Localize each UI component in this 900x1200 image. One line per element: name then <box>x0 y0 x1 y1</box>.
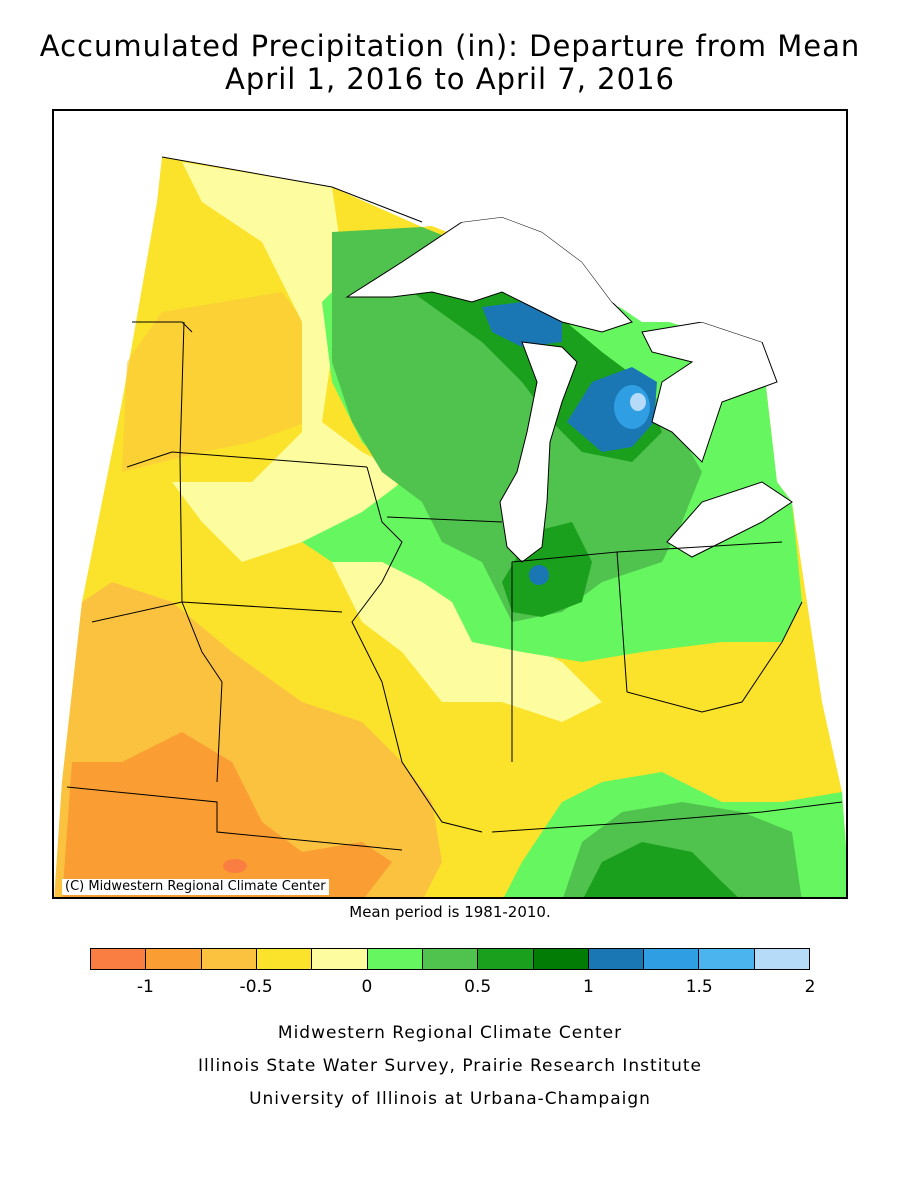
zone-dry-north-plains <box>122 292 322 472</box>
legend-swatch <box>91 949 147 969</box>
zone-wet-dark-south <box>584 842 738 897</box>
zone-dry-deep-orange <box>62 732 392 897</box>
legend-swatch <box>588 949 645 969</box>
mean-period-note: Mean period is 1981-2010. <box>349 903 551 921</box>
lake-erie <box>666 481 793 558</box>
lake-michigan <box>499 341 578 563</box>
legend-swatch <box>699 949 755 969</box>
footer-center-name: Midwestern Regional Climate Center <box>277 1023 623 1043</box>
legend-swatch <box>478 949 534 969</box>
legend-swatch <box>422 949 479 969</box>
zone-near-normal-south <box>332 562 602 722</box>
legend-tick-label: -0.5 <box>239 977 273 997</box>
color-legend <box>90 948 810 970</box>
zone-wettest-peak <box>630 393 646 411</box>
legend-swatch <box>256 949 313 969</box>
legend-tick-label: 2 <box>804 977 816 997</box>
legend-swatch <box>644 949 700 969</box>
zone-near-normal <box>172 162 402 562</box>
legend-tick-label: 0 <box>361 977 373 997</box>
legend-swatch <box>146 949 202 969</box>
footer-university-name: University of Illinois at Urbana-Champai… <box>249 1089 651 1109</box>
legend-swatch <box>367 949 423 969</box>
legend-tick-label: 1 <box>583 977 594 997</box>
zone-wet-medium <box>332 227 702 622</box>
zone-wettest-up <box>482 302 562 347</box>
map-date-range: April 1, 2016 to April 7, 2016 <box>225 62 675 96</box>
map-title: Accumulated Precipitation (in): Departur… <box>39 29 861 63</box>
canada-area <box>332 112 846 342</box>
legend-swatch <box>754 949 810 969</box>
legend-swatch <box>533 949 589 969</box>
legend-tick-label: 0.5 <box>464 977 492 997</box>
legend-swatch <box>201 949 257 969</box>
zone-driest-spot <box>223 859 247 873</box>
legend-swatch <box>312 949 368 969</box>
copyright-label: (C) Midwestern Regional Climate Center <box>62 879 329 895</box>
precipitation-map: (C) Midwestern Regional Climate Center <box>52 109 848 899</box>
state-boundaries <box>66 156 843 851</box>
legend-tick-label: -1 <box>136 977 154 997</box>
zone-wettest-indiana-spot <box>529 565 549 585</box>
footer-survey-name: Illinois State Water Survey, Prairie Res… <box>198 1056 702 1076</box>
map-canvas <box>54 112 846 897</box>
legend-tick-label: 1.5 <box>685 977 713 997</box>
